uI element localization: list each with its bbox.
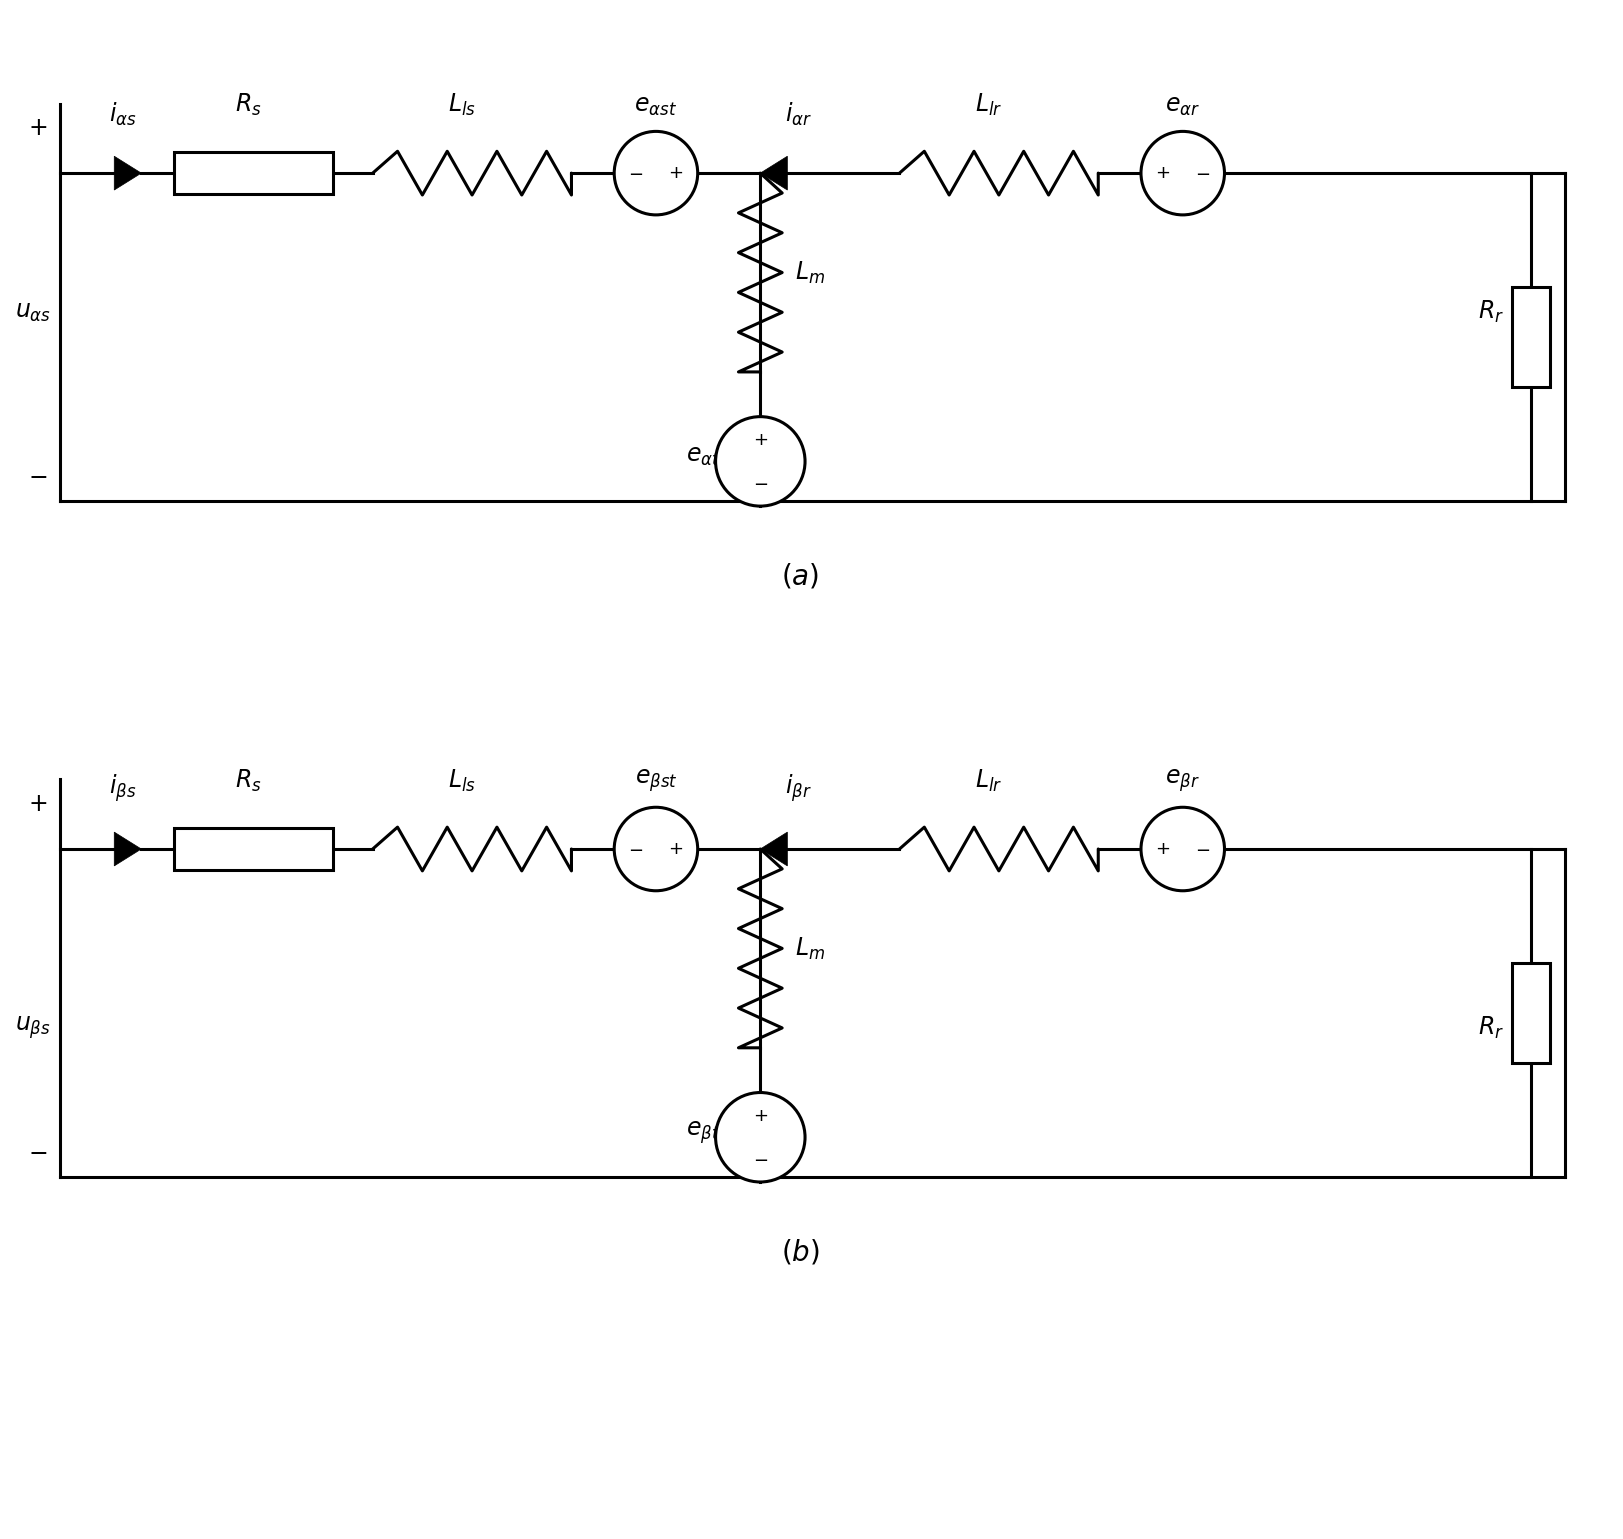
Bar <box>174 152 333 194</box>
Bar <box>1511 288 1548 386</box>
Text: $L_{lr}$: $L_{lr}$ <box>975 768 1001 794</box>
Circle shape <box>716 1093 805 1182</box>
Text: $u_{\alpha s}$: $u_{\alpha s}$ <box>15 300 50 325</box>
Text: $+$: $+$ <box>669 165 683 182</box>
Text: $L_{ls}$: $L_{ls}$ <box>448 768 476 794</box>
Text: $e_{\alpha t}$: $e_{\alpha t}$ <box>685 445 719 468</box>
Text: $+$: $+$ <box>669 840 683 859</box>
Text: $-$: $-$ <box>1195 165 1209 182</box>
Polygon shape <box>760 833 787 866</box>
Text: $+$: $+$ <box>753 1107 768 1125</box>
Circle shape <box>1141 808 1224 891</box>
Text: $(a)$: $(a)$ <box>781 562 818 589</box>
Text: $i_{\beta s}$: $i_{\beta s}$ <box>109 773 136 805</box>
Circle shape <box>716 417 805 506</box>
Circle shape <box>613 131 698 215</box>
Text: $-$: $-$ <box>628 840 643 859</box>
Text: $R_r$: $R_r$ <box>1477 299 1503 325</box>
Text: $e_{\alpha r}$: $e_{\alpha r}$ <box>1164 94 1199 119</box>
Text: $-$: $-$ <box>628 165 643 182</box>
Polygon shape <box>760 157 787 189</box>
Text: $i_{\alpha r}$: $i_{\alpha r}$ <box>784 102 812 128</box>
Text: $+$: $+$ <box>1154 165 1170 182</box>
Text: $+$: $+$ <box>28 117 47 140</box>
Text: $-$: $-$ <box>1195 840 1209 859</box>
Text: $-$: $-$ <box>753 474 768 492</box>
Text: $e_{\alpha st}$: $e_{\alpha st}$ <box>635 94 677 119</box>
Bar <box>174 828 333 870</box>
Text: $(b)$: $(b)$ <box>781 1237 820 1267</box>
Text: $-$: $-$ <box>28 465 47 488</box>
Circle shape <box>1141 131 1224 215</box>
Polygon shape <box>114 157 141 189</box>
Bar <box>1511 963 1548 1063</box>
Text: $-$: $-$ <box>753 1150 768 1168</box>
Text: $i_{\alpha s}$: $i_{\alpha s}$ <box>109 102 136 128</box>
Text: $L_m$: $L_m$ <box>795 260 824 286</box>
Text: $R_r$: $R_r$ <box>1477 1014 1503 1040</box>
Text: $+$: $+$ <box>753 431 768 449</box>
Text: $e_{\beta t}$: $e_{\beta t}$ <box>685 1119 719 1145</box>
Text: $-$: $-$ <box>28 1140 47 1163</box>
Text: $R_s$: $R_s$ <box>235 768 261 794</box>
Text: $L_m$: $L_m$ <box>795 936 824 962</box>
Text: $u_{\beta s}$: $u_{\beta s}$ <box>15 1014 50 1042</box>
Text: $L_{ls}$: $L_{ls}$ <box>448 92 476 119</box>
Polygon shape <box>114 833 141 866</box>
Text: $+$: $+$ <box>28 793 47 816</box>
Text: $i_{\beta r}$: $i_{\beta r}$ <box>784 773 812 805</box>
Text: $R_s$: $R_s$ <box>235 92 261 119</box>
Text: $L_{lr}$: $L_{lr}$ <box>975 92 1001 119</box>
Text: $e_{\beta r}$: $e_{\beta r}$ <box>1165 768 1199 794</box>
Text: $+$: $+$ <box>1154 840 1170 859</box>
Text: $e_{\beta st}$: $e_{\beta st}$ <box>635 768 677 794</box>
Circle shape <box>613 808 698 891</box>
